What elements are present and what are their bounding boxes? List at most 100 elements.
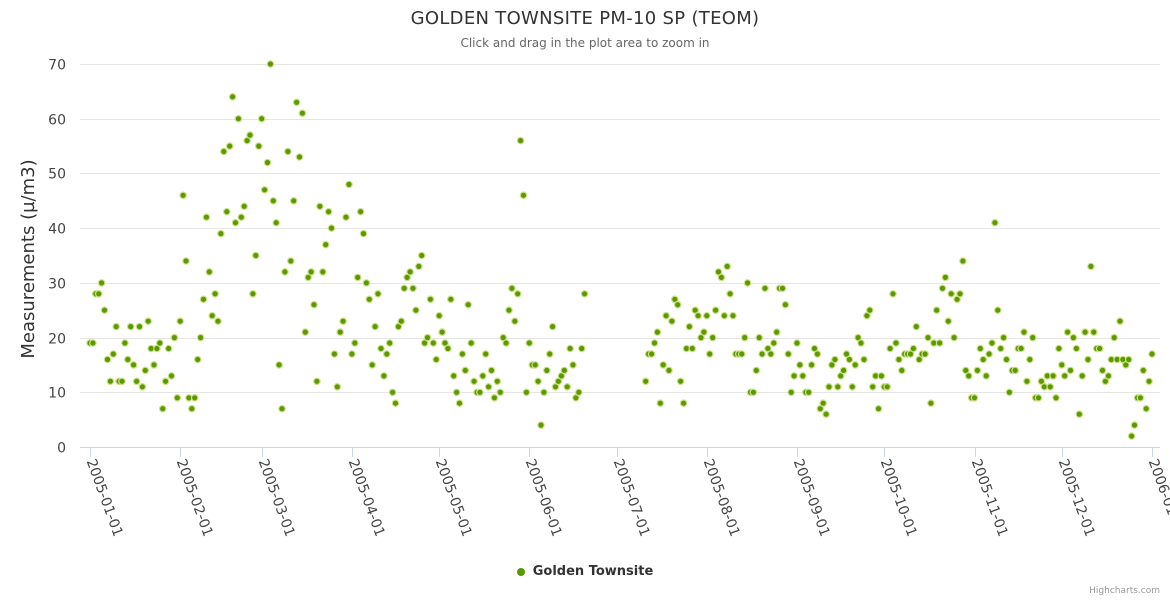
data-point[interactable] [534,377,542,386]
data-point[interactable] [327,224,336,232]
data-point[interactable] [1095,344,1104,353]
data-point[interactable] [807,361,816,369]
data-point[interactable] [266,60,275,68]
data-point[interactable] [889,289,897,298]
data-point[interactable] [1026,355,1034,364]
data-point[interactable] [726,289,734,298]
data-point[interactable] [650,339,659,347]
data-point[interactable] [959,257,967,265]
data-point[interactable] [1124,355,1133,364]
data-point[interactable] [458,350,467,358]
data-point[interactable] [857,339,865,347]
data-point[interactable] [688,344,697,353]
data-point[interactable] [220,147,228,156]
data-point[interactable] [217,229,225,238]
data-point[interactable] [106,377,115,386]
data-point[interactable] [289,197,298,205]
data-point[interactable] [313,377,321,386]
data-point[interactable] [324,207,333,216]
data-point[interactable] [414,262,423,271]
data-point[interactable] [1116,317,1124,326]
data-point[interactable] [97,279,106,287]
data-point[interactable] [563,382,572,391]
data-point[interactable] [426,295,435,304]
data-point[interactable] [705,350,714,358]
data-point[interactable] [240,202,249,211]
data-point[interactable] [1098,366,1107,375]
data-point[interactable] [281,268,289,276]
data-point[interactable] [729,311,737,320]
data-point[interactable] [886,344,894,353]
data-point[interactable] [848,382,857,391]
data-point[interactable] [956,289,964,298]
data-point[interactable] [991,218,999,227]
data-point[interactable] [851,361,860,369]
data-point[interactable] [566,344,574,353]
data-point[interactable] [1069,333,1078,342]
data-point[interactable] [228,93,237,101]
data-point[interactable] [435,311,444,320]
data-point[interactable] [993,306,1002,315]
data-point[interactable] [845,355,854,364]
data-point[interactable] [321,240,330,249]
data-point[interactable] [1148,350,1156,358]
data-point[interactable] [784,350,793,358]
data-point[interactable] [208,311,217,320]
data-point[interactable] [1020,328,1028,336]
data-point[interactable] [769,339,778,347]
data-point[interactable] [1145,377,1153,386]
data-point[interactable] [452,388,461,397]
data-point[interactable] [772,328,781,336]
data-point[interactable] [1087,262,1095,271]
data-point[interactable] [481,350,490,358]
data-point[interactable] [272,218,281,227]
data-point[interactable] [569,361,577,369]
data-point[interactable] [205,268,214,276]
data-point[interactable] [737,350,746,358]
data-point[interactable] [316,202,324,211]
data-point[interactable] [359,229,368,238]
data-point[interactable] [996,344,1005,353]
data-point[interactable] [1078,372,1087,380]
data-point[interactable] [985,350,993,358]
data-point[interactable] [353,273,362,282]
data-point[interactable] [94,289,103,298]
data-point[interactable] [432,355,441,364]
data-point[interactable] [1058,361,1066,369]
data-point[interactable] [892,339,900,347]
data-point[interactable] [225,142,234,150]
data-point[interactable] [193,355,202,364]
data-point[interactable] [385,339,394,347]
data-point[interactable] [676,377,685,386]
data-point[interactable] [1034,393,1043,402]
data-point[interactable] [574,388,583,397]
data-point[interactable] [641,377,650,386]
data-point[interactable] [758,350,766,358]
data-point[interactable] [135,322,144,331]
data-point[interactable] [478,372,487,380]
data-point[interactable] [284,147,292,156]
data-point[interactable] [839,366,848,375]
data-point[interactable] [176,317,185,326]
data-point[interactable] [275,361,283,369]
data-point[interactable] [310,300,318,309]
data-point[interactable] [348,350,356,358]
data-point[interactable] [531,361,540,369]
data-point[interactable] [118,377,126,386]
data-point[interactable] [382,350,391,358]
data-point[interactable] [790,372,798,380]
data-point[interactable] [577,344,586,353]
data-point[interactable] [522,388,531,397]
data-point[interactable] [121,339,129,347]
data-point[interactable] [1052,393,1060,402]
data-point[interactable] [537,421,545,429]
data-point[interactable] [278,404,286,413]
data-point[interactable] [182,257,190,265]
data-point[interactable] [356,207,365,216]
data-point[interactable] [493,377,502,386]
data-point[interactable] [129,361,138,369]
data-point[interactable] [804,388,813,397]
data-point[interactable] [167,372,176,380]
data-point[interactable] [406,268,414,276]
data-point[interactable] [417,251,426,260]
